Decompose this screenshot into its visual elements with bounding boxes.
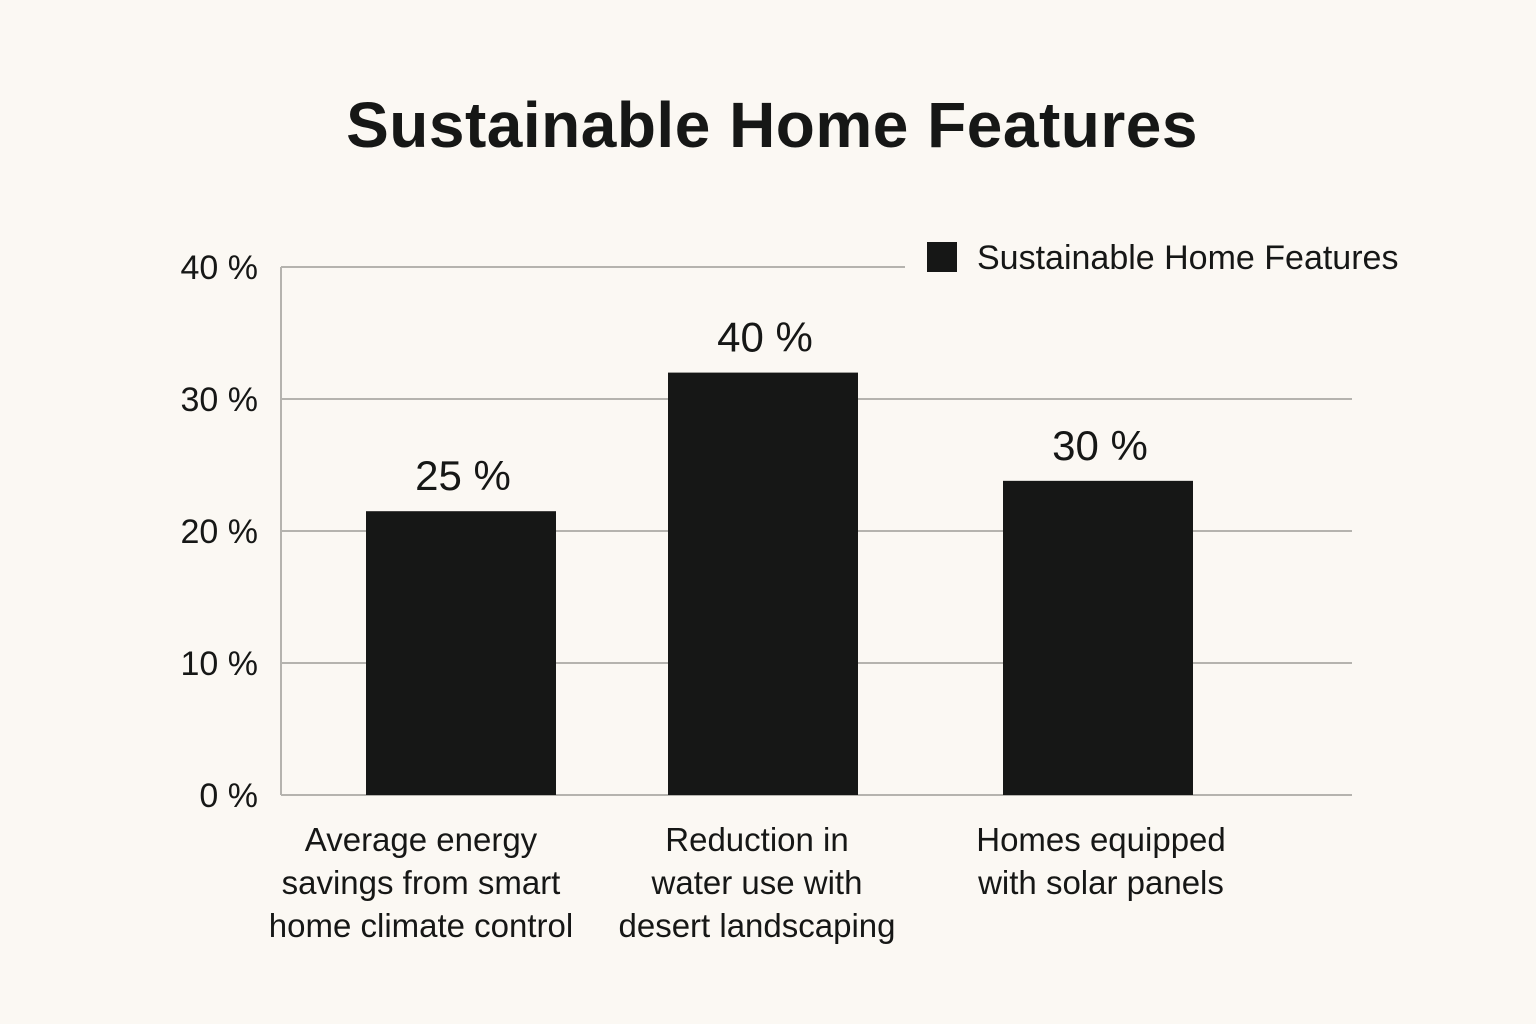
y-tick-label: 40 % <box>181 249 259 287</box>
bar <box>366 511 556 795</box>
data-label: 25 % <box>415 452 511 499</box>
chart-title: Sustainable Home Features <box>346 89 1198 161</box>
x-category-label-line: with solar panels <box>977 864 1224 901</box>
x-category-label-line: Average energy <box>305 821 538 858</box>
x-category-label-line: desert landscaping <box>618 907 895 944</box>
data-label: 40 % <box>717 314 813 361</box>
x-category-label-line: Reduction in <box>665 821 848 858</box>
data-label: 30 % <box>1052 422 1148 469</box>
labels: 25 % 40 % 30 % Average energy savings from s… <box>269 314 1226 944</box>
x-category-label-line: home climate control <box>269 907 573 944</box>
legend-swatch <box>927 242 957 272</box>
y-tick-label: 10 % <box>181 645 259 683</box>
legend-label: Sustainable Home Features <box>977 239 1398 277</box>
bar <box>668 372 858 795</box>
bar <box>1003 480 1193 795</box>
x-category-label-line: savings from smart <box>282 864 561 901</box>
legend: Sustainable Home Features <box>927 239 1398 277</box>
y-tick-label: 0 % <box>199 777 258 815</box>
y-tick-label: 30 % <box>181 381 259 419</box>
x-category-label: Average energy savings from smart home cli… <box>269 821 573 944</box>
x-category-label: Reduction in water use with desert landsca… <box>618 821 895 944</box>
x-category-label-line: water use with <box>651 864 863 901</box>
x-category-label: Homes equipped with solar panels <box>976 821 1226 901</box>
bars <box>366 372 1193 795</box>
x-category-label-line: Homes equipped <box>976 821 1226 858</box>
y-tick-label: 20 % <box>181 513 259 551</box>
